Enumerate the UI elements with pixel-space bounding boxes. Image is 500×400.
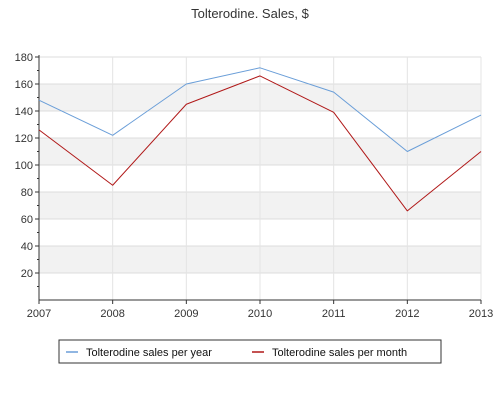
x-axis-tick-labels: 2007 2008 2009 2010 2011 2012 2013 (27, 308, 493, 320)
y-tick-label: 120 (15, 133, 33, 145)
y-tick-label: 100 (15, 160, 33, 172)
legend-label-per-month: Tolterodine sales per month (272, 347, 407, 359)
chart-title: Tolterodine. Sales, $ (191, 6, 310, 21)
y-tick-label: 60 (21, 214, 33, 226)
y-tick-label: 180 (15, 52, 33, 64)
x-tick-label: 2007 (27, 308, 51, 320)
y-tick-label: 20 (21, 268, 33, 280)
x-tick-label: 2012 (395, 308, 419, 320)
x-tick-label: 2010 (248, 308, 272, 320)
y-axis-tick-labels: 20 40 60 80 100 120 140 160 180 (15, 52, 33, 280)
y-tick-label: 40 (21, 241, 33, 253)
y-tick-label: 80 (21, 187, 33, 199)
series-line-per-year (38, 67, 482, 152)
y-tick-label: 160 (15, 79, 33, 91)
y-tick-label: 140 (15, 106, 33, 118)
series-line-per-month (38, 75, 482, 212)
x-tick-label: 2011 (322, 308, 346, 320)
axes (35, 55, 482, 304)
legend-box (58, 339, 442, 364)
legend: Tolterodine sales per year Tolterodine s… (58, 339, 442, 364)
series-lines (38, 67, 482, 212)
legend-label-per-year: Tolterodine sales per year (86, 347, 212, 359)
x-tick-label: 2009 (174, 308, 198, 320)
x-tick-label: 2008 (100, 308, 124, 320)
x-tick-label: 2013 (469, 308, 493, 320)
